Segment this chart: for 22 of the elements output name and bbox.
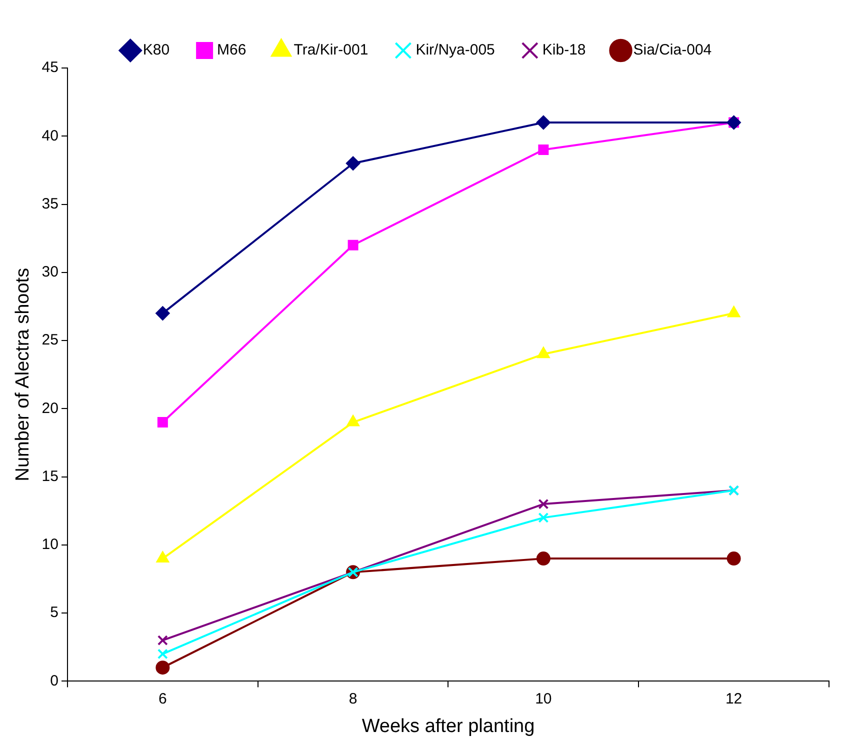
legend-label: Kib-18: [542, 42, 586, 59]
y-tick-label: 40: [42, 127, 58, 144]
x-axis-title: Weeks after planting: [362, 716, 535, 737]
y-tick-label: 45: [42, 59, 58, 76]
legend-label: K80: [142, 42, 170, 59]
y-tick-label: 20: [42, 400, 58, 417]
legend-label: M66: [217, 42, 246, 59]
x-tick-label: 10: [535, 690, 552, 708]
x-tick-label: 8: [348, 690, 358, 708]
y-tick-label: 15: [42, 468, 58, 485]
legend-label: Tra/Kir-001: [294, 42, 368, 59]
y-axis-title: Number of Alectra shoots: [12, 268, 34, 482]
y-tick-label: 5: [50, 604, 58, 622]
y-tick-label: 30: [42, 264, 58, 281]
legend-label: Kir/Nya-005: [416, 42, 495, 59]
x-tick-label: 12: [725, 690, 742, 708]
x-tick-label: 6: [158, 690, 167, 708]
y-tick-label: 10: [42, 536, 58, 554]
y-tick-label: 35: [42, 195, 58, 212]
legend-label: Sia/Cia-004: [633, 42, 712, 59]
y-tick-label: 0: [50, 672, 58, 690]
y-tick-label: 25: [42, 332, 58, 349]
